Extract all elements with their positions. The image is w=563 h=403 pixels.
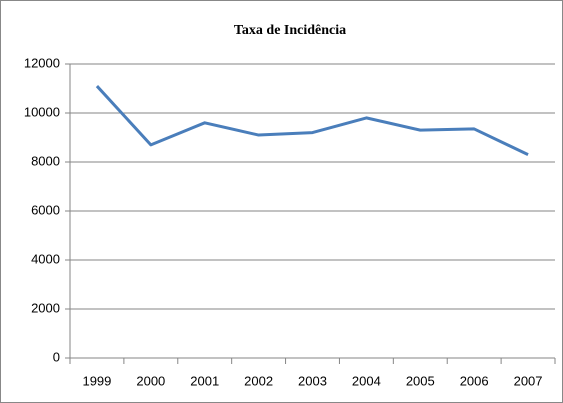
chart-title: Taxa de Incidência	[234, 23, 346, 38]
data-line	[95, 85, 529, 157]
y-tick-label: 8000	[31, 153, 60, 168]
x-tick-label: 2000	[136, 373, 165, 388]
x-tick-label: 2003	[298, 373, 327, 388]
y-tick-label: 4000	[31, 251, 60, 266]
y-tick-label: 2000	[31, 300, 60, 315]
x-tick-label: 2006	[460, 373, 489, 388]
y-tick-label: 12000	[24, 55, 60, 70]
x-tick-label: 2004	[352, 373, 381, 388]
y-tick-label: 6000	[31, 202, 60, 217]
x-tick-label: 2001	[190, 373, 219, 388]
x-tick-label: 2005	[406, 373, 435, 388]
x-tick-label: 1999	[82, 373, 111, 388]
y-tick-label: 10000	[24, 104, 60, 119]
x-tick-label: 2002	[244, 373, 273, 388]
y-tick-label: 0	[53, 349, 60, 364]
x-tick-label: 2007	[514, 373, 543, 388]
